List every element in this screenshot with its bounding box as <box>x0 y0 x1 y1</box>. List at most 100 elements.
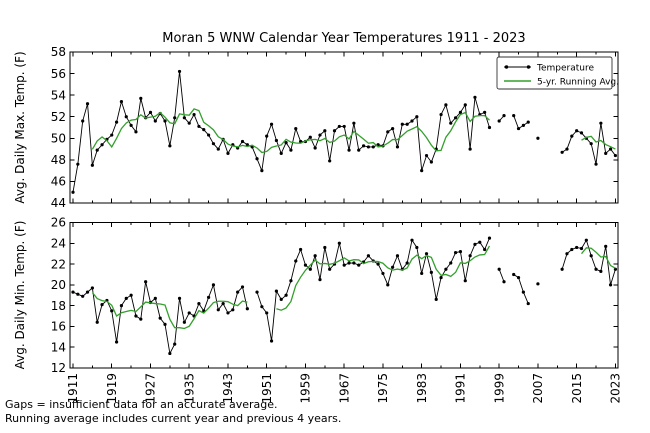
data-point-marker <box>110 309 114 313</box>
data-point-marker <box>71 190 75 194</box>
data-point-marker <box>279 151 283 155</box>
data-point-marker <box>439 112 443 117</box>
data-point-marker <box>444 103 448 107</box>
data-point-marker <box>599 269 603 273</box>
data-point-marker <box>575 129 579 133</box>
data-point-marker <box>502 114 506 118</box>
data-point-marker <box>187 311 191 315</box>
data-point-marker <box>594 267 598 271</box>
x-axis-tick-label: 2007 <box>531 373 545 404</box>
data-point-marker <box>76 292 80 296</box>
data-point-marker <box>265 134 269 138</box>
data-point-marker <box>144 280 148 284</box>
x-axis-tick-label: 1943 <box>221 373 235 404</box>
data-point-marker <box>424 153 429 158</box>
data-point-marker <box>308 135 312 139</box>
footer-note-running-avg: Running average includes current year an… <box>5 412 341 425</box>
data-point-marker <box>173 116 177 120</box>
legend-temperature-marker-icon <box>526 65 531 69</box>
data-point-marker <box>269 122 274 126</box>
data-point-marker <box>255 290 259 294</box>
data-point-marker <box>337 241 341 245</box>
x-axis-tick-label: 1951 <box>260 373 274 404</box>
data-point-marker <box>313 254 317 258</box>
data-point-marker <box>187 121 191 125</box>
data-point-marker <box>308 267 312 271</box>
data-point-marker <box>478 240 482 244</box>
data-point-marker <box>604 244 608 249</box>
data-point-marker <box>361 144 366 148</box>
y-axis-tick-label: 52 <box>51 110 66 124</box>
data-point-marker <box>608 147 613 151</box>
data-point-marker <box>303 263 308 267</box>
y-axis-tick-label: 12 <box>51 361 66 375</box>
data-point-marker <box>439 275 443 280</box>
data-point-marker <box>139 317 143 321</box>
data-point-marker <box>444 267 448 271</box>
data-point-marker <box>100 143 104 147</box>
min-running-avg-line <box>91 292 248 330</box>
data-point-marker <box>110 133 114 137</box>
data-point-marker <box>71 290 75 294</box>
x-axis-tick-label: 1983 <box>415 373 429 404</box>
max-temp-series <box>71 69 618 194</box>
data-point-marker <box>182 116 186 120</box>
data-point-marker <box>255 157 259 161</box>
y-axis-tick-label: 58 <box>51 45 66 59</box>
data-point-marker <box>313 146 317 150</box>
data-point-marker <box>124 115 128 119</box>
y-axis-tick-label: 16 <box>51 320 66 334</box>
data-point-marker <box>216 147 220 151</box>
data-point-marker <box>453 116 458 120</box>
data-point-marker <box>284 141 288 145</box>
x-axis-tick-labels: 1911 1919 1927 1935 1943 1951 1959 1967 1975 1983… <box>66 373 622 404</box>
data-point-marker <box>119 304 124 308</box>
data-point-marker <box>449 261 453 265</box>
data-point-marker <box>182 320 186 324</box>
data-point-marker <box>294 126 298 131</box>
min-temp-panel: 12 14 16 18 20 22 24 26 1911 1919 1927 1935 1943 195… <box>13 216 623 404</box>
data-point-marker <box>604 151 608 155</box>
y-axis-tick-label: 22 <box>51 257 66 271</box>
data-point-marker <box>415 245 419 250</box>
y-axis-tick-label: 54 <box>51 88 66 102</box>
data-point-marker <box>95 148 99 152</box>
data-point-marker <box>560 267 564 271</box>
data-point-marker <box>565 147 569 151</box>
data-point-marker <box>352 261 356 265</box>
data-point-marker <box>323 129 327 133</box>
data-point-marker <box>197 301 201 306</box>
data-point-marker <box>536 136 540 140</box>
data-point-marker <box>570 247 574 252</box>
data-point-marker <box>400 122 404 126</box>
data-point-marker <box>487 236 492 240</box>
data-point-marker <box>458 110 463 114</box>
data-point-marker <box>207 295 211 299</box>
data-point-marker <box>608 283 613 287</box>
data-point-marker <box>584 238 588 242</box>
data-point-marker <box>269 339 274 343</box>
data-point-marker <box>526 301 530 306</box>
data-point-marker <box>347 148 351 152</box>
x-axis-tick-label: 2023 <box>609 373 623 404</box>
data-point-marker <box>463 103 467 107</box>
data-point-marker <box>163 322 167 326</box>
data-point-marker <box>405 261 409 265</box>
data-point-marker <box>274 289 278 293</box>
data-point-marker <box>168 144 172 148</box>
data-point-marker <box>487 125 492 130</box>
min-temp-axes: 12 14 16 18 20 22 24 26 <box>51 216 619 375</box>
min-running-avg-line <box>276 245 491 311</box>
x-axis-tick-label: 1959 <box>299 373 313 404</box>
data-point-marker <box>236 290 240 294</box>
data-point-marker <box>589 142 593 146</box>
data-point-marker <box>410 119 414 123</box>
data-point-marker <box>245 307 249 311</box>
x-axis-tick-label: 1991 <box>454 373 468 404</box>
data-point-marker <box>516 275 521 280</box>
data-point-marker <box>221 301 225 306</box>
data-point-marker <box>177 69 182 74</box>
data-point-marker <box>613 153 618 158</box>
data-point-marker <box>231 308 235 312</box>
footer-note-gaps: Gaps = insufficient data for an accurate… <box>5 398 278 411</box>
